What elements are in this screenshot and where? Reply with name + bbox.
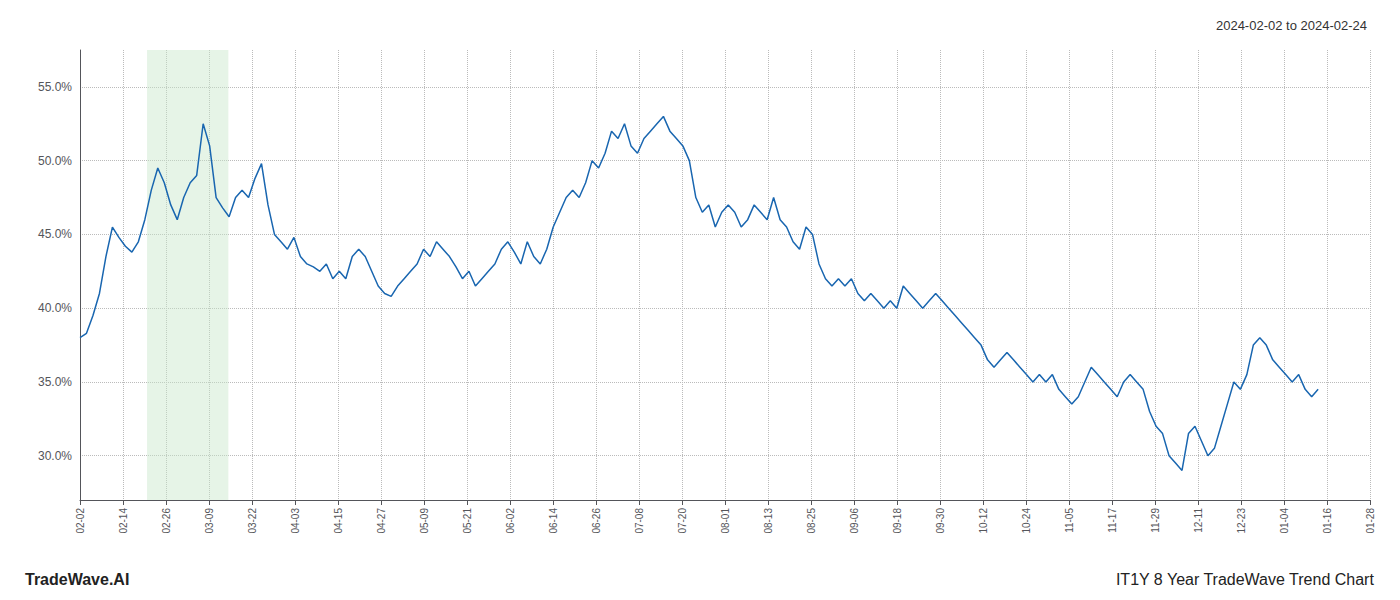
svg-text:07-08: 07-08 xyxy=(634,508,645,534)
svg-text:02-02: 02-02 xyxy=(75,508,86,534)
svg-text:01-28: 01-28 xyxy=(1365,508,1376,534)
svg-text:IT1Y 8 Year TradeWave Trend Ch: IT1Y 8 Year TradeWave Trend Chart xyxy=(1116,571,1374,588)
svg-text:11-17: 11-17 xyxy=(1107,508,1118,533)
svg-text:06-02: 06-02 xyxy=(505,508,516,534)
svg-text:40.0%: 40.0% xyxy=(38,301,72,315)
svg-text:05-09: 05-09 xyxy=(419,508,430,534)
svg-text:45.0%: 45.0% xyxy=(38,227,72,241)
svg-text:09-18: 09-18 xyxy=(892,508,903,534)
svg-text:TradeWave.AI: TradeWave.AI xyxy=(25,571,129,588)
svg-text:09-30: 09-30 xyxy=(935,508,946,534)
svg-text:08-01: 08-01 xyxy=(720,508,731,534)
svg-text:35.0%: 35.0% xyxy=(38,375,72,389)
svg-text:02-26: 02-26 xyxy=(161,508,172,534)
svg-text:11-29: 11-29 xyxy=(1150,508,1161,533)
svg-text:12-23: 12-23 xyxy=(1236,508,1247,534)
svg-text:06-26: 06-26 xyxy=(591,508,602,534)
svg-text:10-12: 10-12 xyxy=(978,508,989,534)
svg-text:04-15: 04-15 xyxy=(333,508,344,534)
svg-text:10-24: 10-24 xyxy=(1021,508,1032,534)
svg-text:04-27: 04-27 xyxy=(376,508,387,534)
svg-text:03-09: 03-09 xyxy=(204,508,215,534)
svg-text:08-25: 08-25 xyxy=(806,508,817,534)
svg-text:05-21: 05-21 xyxy=(462,508,473,534)
svg-text:50.0%: 50.0% xyxy=(38,154,72,168)
svg-text:08-13: 08-13 xyxy=(763,508,774,534)
svg-text:01-16: 01-16 xyxy=(1322,508,1333,534)
svg-text:06-14: 06-14 xyxy=(548,508,559,534)
svg-text:04-03: 04-03 xyxy=(290,508,301,534)
svg-text:09-06: 09-06 xyxy=(849,508,860,534)
svg-text:55.0%: 55.0% xyxy=(38,80,72,94)
svg-text:03-22: 03-22 xyxy=(247,508,258,534)
svg-text:12-11: 12-11 xyxy=(1193,508,1204,533)
svg-text:11-05: 11-05 xyxy=(1064,508,1075,533)
svg-text:02-14: 02-14 xyxy=(118,508,129,534)
svg-text:01-04: 01-04 xyxy=(1279,508,1290,534)
svg-text:07-20: 07-20 xyxy=(677,508,688,534)
svg-text:30.0%: 30.0% xyxy=(38,449,72,463)
svg-text:2024-02-02 to 2024-02-24: 2024-02-02 to 2024-02-24 xyxy=(1216,18,1367,33)
